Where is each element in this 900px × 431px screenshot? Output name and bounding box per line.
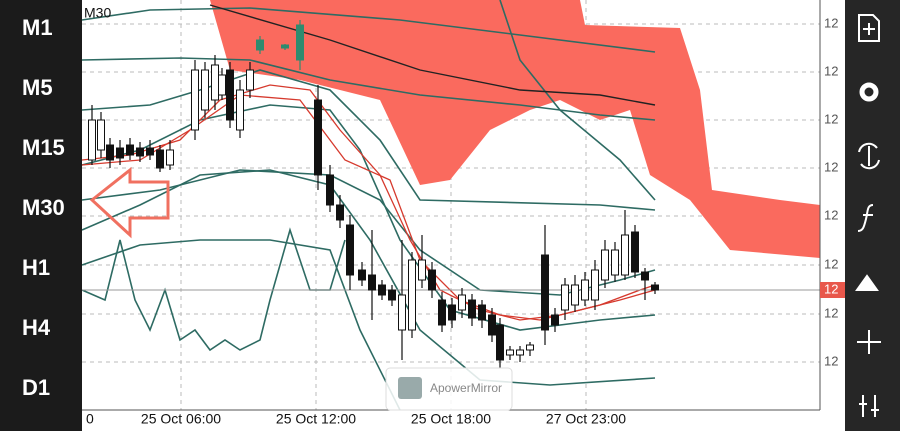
trade-icon[interactable] <box>858 142 880 170</box>
price-label: 12 <box>824 111 838 126</box>
candles <box>88 20 659 368</box>
candle-body <box>236 89 244 131</box>
candle-body <box>246 69 254 91</box>
candle-body <box>631 231 639 273</box>
candle-body <box>408 259 416 331</box>
period-icon[interactable] <box>859 395 879 417</box>
candle-body <box>581 279 589 301</box>
timeframe-button[interactable]: M1 <box>22 15 53 40</box>
indicators-icon[interactable] <box>857 204 874 232</box>
candle-body <box>88 119 96 161</box>
candle-body <box>651 284 659 291</box>
toolbar-icons <box>855 14 881 417</box>
time-label: 27 Oct 23:00 <box>546 411 626 427</box>
candle-body <box>611 249 619 276</box>
price-label: 12 <box>824 207 838 222</box>
settings-icon[interactable] <box>859 82 879 102</box>
candle-body <box>496 324 504 361</box>
axis-labels: 12 12 12 12 12 12 12 12 12 0 25 Oct 06:00 25 Oct 12… <box>86 15 838 426</box>
candle-body <box>418 259 426 281</box>
price-label: 12 <box>824 15 838 30</box>
candle-body <box>106 144 114 161</box>
timeframe-panel: M1 M5 M15 M30 H1 H4 D1 <box>0 0 82 431</box>
candle-body <box>488 314 496 336</box>
ichimoku-cloud <box>210 0 820 258</box>
candle-body <box>146 147 154 156</box>
time-label: 25 Oct 18:00 <box>411 411 491 427</box>
candle-body <box>388 289 396 301</box>
toolbar <box>845 0 900 431</box>
price-label: 12 <box>824 63 838 78</box>
candle-body <box>468 299 476 319</box>
candle-body <box>126 144 134 156</box>
candle-body <box>314 99 322 176</box>
ma-line <box>209 4 656 106</box>
candle-body <box>448 304 456 321</box>
watermark-icon <box>398 377 422 399</box>
candle-body <box>621 234 629 276</box>
objects-icon[interactable] <box>855 274 879 291</box>
candle-body <box>571 284 579 306</box>
watermark: ApowerMirror <box>430 381 502 395</box>
current-price-label: 12 <box>824 281 838 296</box>
candle-body <box>226 69 234 121</box>
price-strip <box>820 0 845 431</box>
candle-body <box>561 284 569 311</box>
time-label: 25 Oct 12:00 <box>276 411 356 427</box>
time-label: 0 <box>86 411 94 427</box>
candle-body <box>136 147 144 157</box>
candle-body <box>336 204 344 221</box>
timeframe-button[interactable]: H4 <box>22 315 51 340</box>
candle-body <box>256 39 264 51</box>
price-label: 12 <box>824 353 838 368</box>
candle-body <box>166 149 174 166</box>
candle-body <box>458 294 466 311</box>
candle-body <box>191 69 199 131</box>
price-label: 12 <box>824 305 838 320</box>
candle-body <box>378 284 386 296</box>
timeframe-button[interactable]: M15 <box>22 135 65 160</box>
candle-body <box>591 269 599 301</box>
candle-body <box>551 314 559 326</box>
candle-body <box>438 299 446 326</box>
time-label: 25 Oct 06:00 <box>141 411 221 427</box>
candle-body <box>368 274 376 291</box>
candle-body <box>346 224 354 276</box>
candle-body <box>506 349 514 356</box>
candle-body <box>211 64 219 101</box>
candle-body <box>478 304 486 321</box>
candle-body <box>326 174 334 206</box>
current-price-box <box>820 282 845 298</box>
candle-body <box>281 44 289 49</box>
price-label: 12 <box>824 159 838 174</box>
candle-body <box>641 271 649 281</box>
candle-body <box>601 249 609 281</box>
candle-body <box>201 69 209 111</box>
timeframe-button[interactable]: M30 <box>22 195 65 220</box>
symbol-label: M30 <box>84 5 111 21</box>
candle-body <box>296 24 304 61</box>
timeframe-button[interactable]: H1 <box>22 255 51 280</box>
candle-body <box>428 269 436 291</box>
new-order-icon[interactable] <box>858 14 880 42</box>
candle-body <box>218 74 226 96</box>
candle-body <box>156 149 164 169</box>
candle-body <box>116 147 124 159</box>
crosshair-icon[interactable] <box>857 330 881 354</box>
timeframe-button[interactable]: M5 <box>22 75 53 100</box>
candle-body <box>526 344 534 351</box>
price-label: 12 <box>824 256 838 271</box>
candle-body <box>541 254 549 331</box>
candle-body <box>358 269 366 281</box>
candle-body <box>516 349 524 356</box>
arrow-marker <box>89 166 170 239</box>
candle-body <box>97 119 105 151</box>
candle-body <box>398 294 406 331</box>
timeframe-button[interactable]: D1 <box>22 375 51 400</box>
